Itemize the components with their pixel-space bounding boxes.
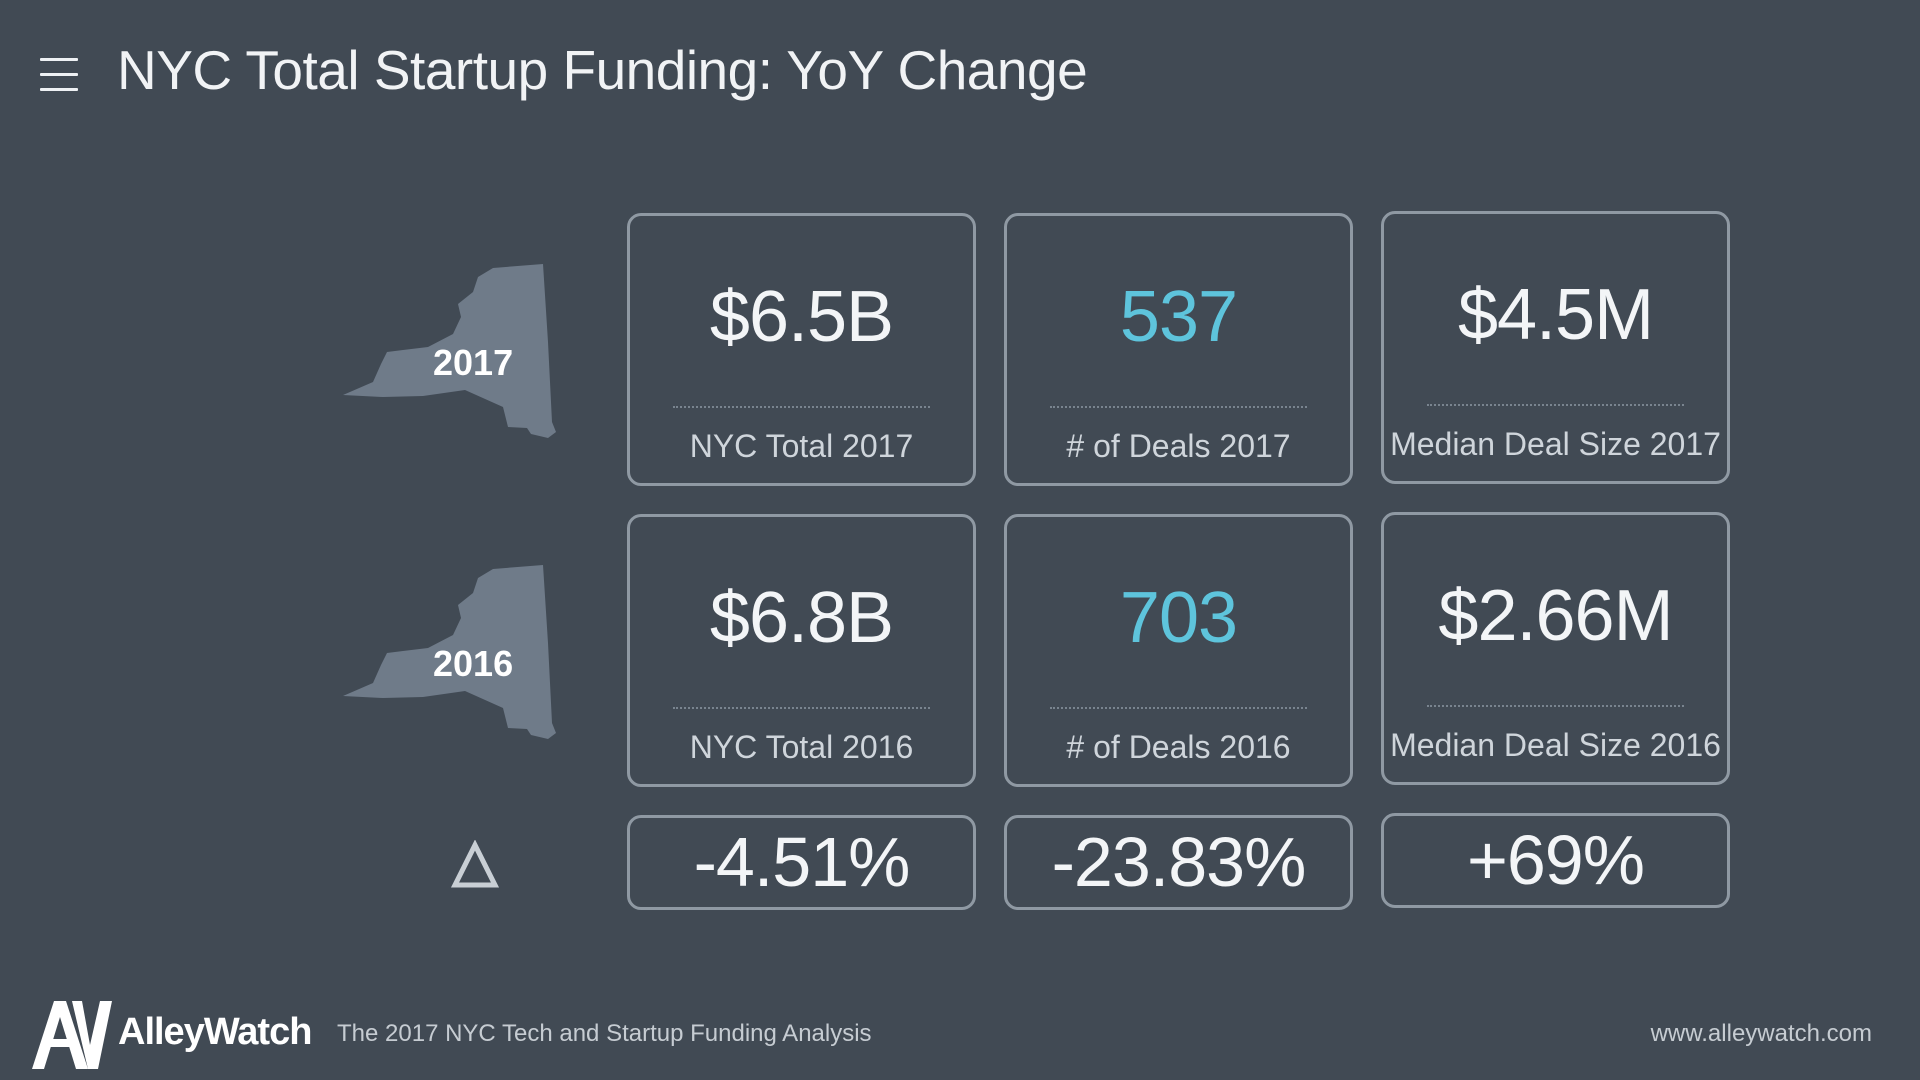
stat-card-median-2016: $2.66M Median Deal Size 2016: [1381, 512, 1730, 785]
stat-card-nyc-total-2016: $6.8B NYC Total 2016: [627, 514, 976, 787]
delta-value: +69%: [1467, 821, 1645, 899]
year-label-2017: 2017: [433, 342, 514, 383]
new-york-state-icon-2017: 2017: [343, 262, 563, 442]
stat-value: $6.5B: [709, 277, 894, 357]
stat-label: Median Deal Size 2016: [1390, 727, 1721, 763]
stat-label: # of Deals 2017: [1066, 428, 1291, 464]
new-york-state-icon-2016: 2016: [343, 563, 563, 743]
stat-card-deals-2017: 537 # of Deals 2017: [1004, 213, 1353, 486]
year-label-2016: 2016: [433, 643, 514, 684]
stat-label: Median Deal Size 2017: [1390, 426, 1721, 462]
stat-card-deals-2016: 703 # of Deals 2016: [1004, 514, 1353, 787]
divider: [1427, 404, 1684, 406]
divider: [673, 707, 930, 709]
brand-name: AlleyWatch: [118, 1011, 312, 1053]
stat-label: NYC Total 2017: [689, 428, 914, 464]
alleywatch-logo-mark-icon: [32, 1001, 112, 1069]
stat-value: $2.66M: [1438, 576, 1673, 656]
delta-value: -23.83%: [1051, 823, 1307, 901]
stat-label: NYC Total 2016: [689, 729, 914, 765]
divider: [1050, 406, 1307, 408]
delta-value: -4.51%: [693, 823, 911, 901]
footer-tagline: The 2017 NYC Tech and Startup Funding An…: [337, 1020, 872, 1047]
alleywatch-logo[interactable]: AlleyWatch: [32, 997, 312, 1071]
divider: [1427, 705, 1684, 707]
hamburger-menu-icon[interactable]: [40, 58, 78, 92]
delta-card-deals: -23.83%: [1004, 815, 1353, 910]
footer-url-link[interactable]: www.alleywatch.com: [1650, 1020, 1872, 1047]
page-title: NYC Total Startup Funding: YoY Change: [117, 39, 1088, 101]
delta-card-median: +69%: [1381, 813, 1730, 908]
stat-value: $6.8B: [709, 578, 894, 658]
stat-card-nyc-total-2017: $6.5B NYC Total 2017: [627, 213, 976, 486]
divider: [1050, 707, 1307, 709]
divider: [673, 406, 930, 408]
stat-card-median-2017: $4.5M Median Deal Size 2017: [1381, 211, 1730, 484]
delta-triangle-icon: [450, 840, 500, 888]
stat-label: # of Deals 2016: [1066, 729, 1291, 765]
stat-value: $4.5M: [1457, 275, 1654, 355]
stat-value: 703: [1119, 578, 1238, 658]
delta-card-nyc-total: -4.51%: [627, 815, 976, 910]
stat-value: 537: [1119, 277, 1238, 357]
